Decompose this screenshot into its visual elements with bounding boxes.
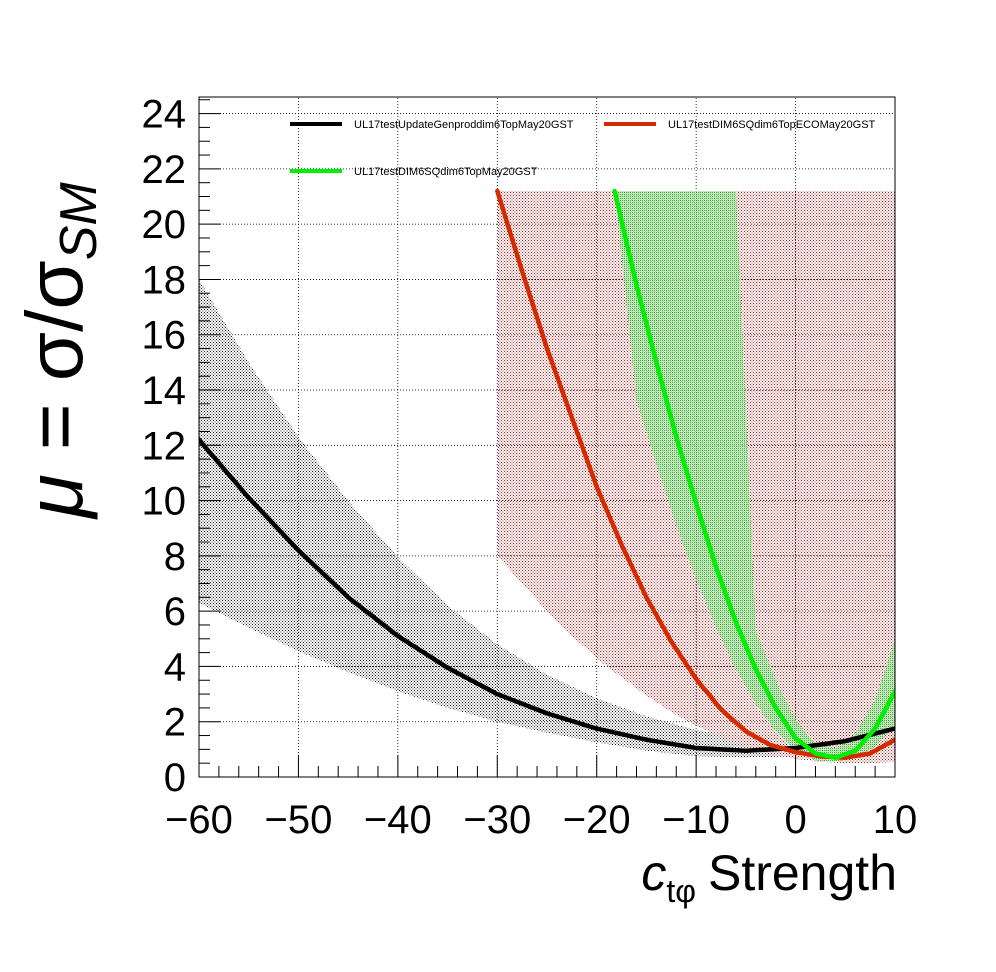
y-tick-label: 6 — [164, 590, 186, 634]
y-axis-title: μ= σ/σSM — [10, 182, 108, 520]
legend-entry: UL17testUpdateGenproddim6TopMay20GST — [290, 119, 574, 131]
legend-label: UL17testDIM6SQdim6TopMay20GST — [354, 166, 538, 178]
y-tick-label: 22 — [142, 148, 187, 192]
y-tick-label: 16 — [142, 314, 187, 358]
uncertainty-band — [199, 279, 895, 758]
y-tick-label: 14 — [142, 369, 187, 413]
x-tick-label: −10 — [662, 798, 730, 842]
y-tick-label: 8 — [164, 535, 186, 579]
x-tick-label: −20 — [563, 798, 631, 842]
series-lines — [199, 188, 895, 760]
legend-entry: UL17testDIM6SQdim6TopECOMay20GST — [604, 119, 876, 131]
x-tick-label: −50 — [264, 798, 332, 842]
x-tick-label: 10 — [873, 798, 918, 842]
legend: UL17testUpdateGenproddim6TopMay20GST UL1… — [290, 119, 876, 178]
x-tick-label: −60 — [165, 798, 233, 842]
x-tick-label: 0 — [784, 798, 806, 842]
y-tick-label: 20 — [142, 203, 187, 247]
uncertainty-band — [614, 191, 895, 762]
legend-label: UL17testUpdateGenproddim6TopMay20GST — [354, 119, 574, 131]
legend-entry: UL17testDIM6SQdim6TopMay20GST — [290, 166, 538, 178]
x-tick-label: −30 — [463, 798, 531, 842]
series-line — [612, 188, 895, 760]
y-tick-label: 0 — [164, 756, 186, 800]
y-tick-label: 24 — [142, 93, 187, 137]
legend-label: UL17testDIM6SQdim6TopECOMay20GST — [668, 119, 876, 131]
y-tick-label: 18 — [142, 258, 187, 302]
y-tick-label: 2 — [164, 701, 186, 745]
y-tick-label: 4 — [164, 645, 186, 689]
y-tick-label: 12 — [142, 424, 187, 468]
y-tick-label: 10 — [142, 480, 187, 524]
x-tick-labels: −60 −50 −40 −30 −20 −10 0 10 — [165, 798, 917, 842]
plot-frame — [198, 96, 896, 778]
uncertainty-bands — [199, 191, 895, 764]
x-tick-label: −40 — [364, 798, 432, 842]
x-axis-title: ctφ Strength — [641, 845, 897, 909]
axis-ticks — [198, 99, 896, 778]
